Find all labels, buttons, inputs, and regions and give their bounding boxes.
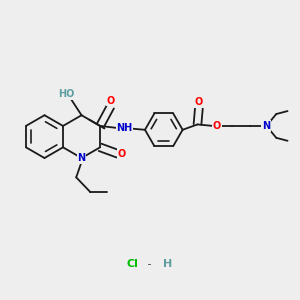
Text: H: H — [163, 260, 172, 269]
Text: NH: NH — [116, 123, 133, 133]
Text: O: O — [118, 149, 126, 159]
Text: N: N — [77, 153, 86, 163]
Text: -: - — [145, 260, 155, 269]
Text: O: O — [106, 96, 115, 106]
Text: O: O — [213, 121, 221, 131]
Text: O: O — [195, 97, 203, 107]
Text: HO: HO — [58, 89, 75, 99]
Text: N: N — [262, 121, 270, 131]
Text: Cl: Cl — [126, 260, 138, 269]
